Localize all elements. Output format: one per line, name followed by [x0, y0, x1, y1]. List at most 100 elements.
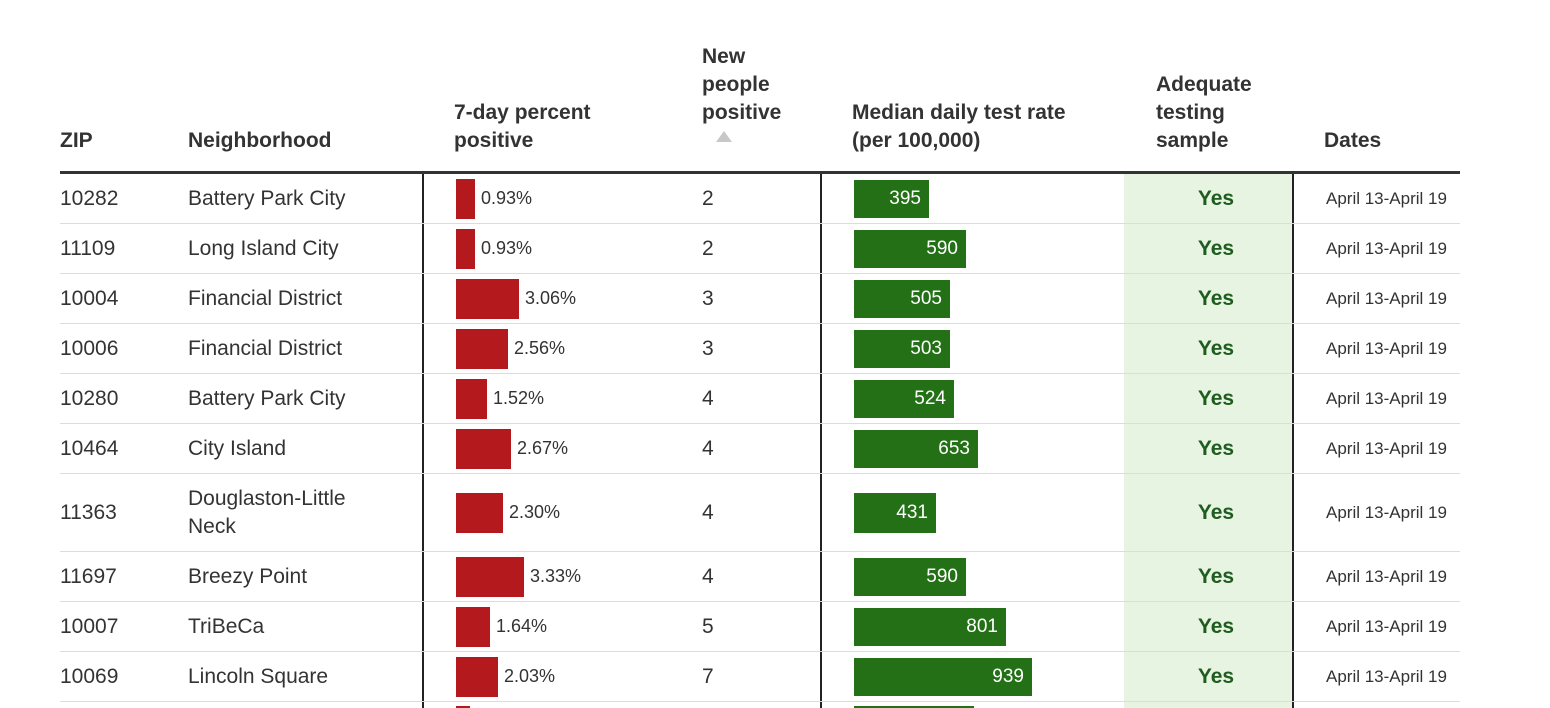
- zip-value: 10280: [60, 386, 119, 410]
- test-rate-bar: 590: [854, 557, 966, 596]
- zip-cell: 10282: [60, 174, 180, 223]
- zip-cell: 11697: [60, 552, 180, 601]
- adequate-sample-cell: Yes: [1156, 474, 1276, 551]
- neighborhood-value: TriBeCa: [188, 614, 265, 638]
- dates-cell: April 13-April 19: [1326, 324, 1466, 373]
- table-row[interactable]: 10069 Lincoln Square 2.03% 7 939 Yes April 13-…: [60, 652, 1460, 702]
- percent-positive-cell: 2.30%: [456, 474, 696, 551]
- table-row[interactable]: 10280 Battery Park City 1.52% 4 524 Yes April …: [60, 374, 1460, 424]
- header-test-rate[interactable]: Median daily test rate (per 100,000): [852, 99, 1066, 155]
- new-positive-value: 3: [702, 336, 714, 360]
- percent-positive-cell: 2.67%: [456, 424, 696, 473]
- header-zip[interactable]: ZIP: [60, 127, 93, 155]
- header-new-positive-line1: New: [702, 45, 746, 68]
- dates-cell: April 13-April 19: [1326, 224, 1466, 273]
- new-positive-value: 2: [702, 186, 714, 210]
- zip-value: 11697: [60, 564, 117, 588]
- test-rate-label: 505: [910, 287, 942, 309]
- percent-positive-bar: [456, 492, 503, 533]
- test-rate-cell: 939: [854, 652, 1114, 701]
- zip-cell: 10464: [60, 424, 180, 473]
- adequate-sample-cell: Yes: [1156, 324, 1276, 373]
- header-new-positive[interactable]: New people positive: [702, 43, 781, 127]
- new-positive-value: 4: [702, 436, 714, 460]
- test-rate-label: 503: [910, 337, 942, 359]
- new-positive-cell: 3: [702, 324, 762, 373]
- column-divider-percent: [422, 174, 424, 708]
- table-row[interactable]: 10006 Financial District 2.56% 3 503 Yes April…: [60, 324, 1460, 374]
- neighborhood-value: City Island: [188, 436, 287, 460]
- percent-positive-bar: [456, 178, 475, 219]
- adequate-sample-value: Yes: [1197, 564, 1235, 588]
- new-positive-value: 4: [702, 386, 714, 410]
- adequate-sample-cell: Yes: [1156, 602, 1276, 651]
- dates-value: April 13-April 19: [1326, 502, 1447, 522]
- neighborhood-value: Battery Park City: [188, 186, 346, 210]
- partial-percent-positive-bar: [456, 706, 470, 708]
- table-row[interactable]: 11363 Douglaston-Little Neck 2.30% 4 431 Yes A…: [60, 474, 1460, 552]
- percent-positive-label: 0.93%: [481, 188, 533, 208]
- percent-positive-cell: 2.56%: [456, 324, 696, 373]
- table-row[interactable]: 10007 TriBeCa 1.64% 5 801 Yes April 13-April 1…: [60, 602, 1460, 652]
- test-rate-cell: 503: [854, 324, 1114, 373]
- new-positive-value: 7: [702, 664, 714, 688]
- dates-cell: April 13-April 19: [1326, 552, 1466, 601]
- test-rate-cell: 505: [854, 274, 1114, 323]
- table-row[interactable]: 10004 Financial District 3.06% 3 505 Yes April…: [60, 274, 1460, 324]
- header-dates[interactable]: Dates: [1324, 127, 1381, 155]
- table-row[interactable]: 10282 Battery Park City 0.93% 2 395 Yes April …: [60, 174, 1460, 224]
- percent-positive-cell: 0.93%: [456, 224, 696, 273]
- header-percent-positive-line1: 7-day percent: [454, 101, 591, 124]
- test-rate-bar: 395: [854, 179, 929, 218]
- percent-positive-label: 3.06%: [525, 288, 577, 308]
- percent-positive-cell: 3.33%: [456, 552, 696, 601]
- neighborhood-value: Long Island City: [188, 236, 339, 260]
- dates-value: April 13-April 19: [1326, 188, 1447, 208]
- header-percent-positive[interactable]: 7-day percent positive: [454, 99, 591, 155]
- table-row[interactable]: 10464 City Island 2.67% 4 653 Yes April 13-Apr…: [60, 424, 1460, 474]
- new-positive-cell: 4: [702, 424, 762, 473]
- dates-cell: April 13-April 19: [1326, 174, 1466, 223]
- zip-cell: 10069: [60, 652, 180, 701]
- table-row[interactable]: 11697 Breezy Point 3.33% 4 590 Yes April 13-Ap…: [60, 552, 1460, 602]
- table-row[interactable]: 11109 Long Island City 0.93% 2 590 Yes April 1…: [60, 224, 1460, 274]
- dates-value: April 13-April 19: [1326, 288, 1447, 308]
- header-adequate-sample[interactable]: Adequate testing sample: [1156, 71, 1252, 155]
- dates-cell: April 13-April 19: [1326, 274, 1466, 323]
- dates-value: April 13-April 19: [1326, 438, 1447, 458]
- new-positive-cell: 2: [702, 174, 762, 223]
- percent-positive-label: 1.52%: [493, 388, 545, 408]
- test-rate-bar: 590: [854, 229, 966, 268]
- test-rate-cell: 653: [854, 424, 1114, 473]
- dates-value: April 13-April 19: [1326, 566, 1447, 586]
- test-rate-label: 801: [966, 615, 998, 637]
- column-divider-test-rate: [820, 174, 822, 708]
- zip-value: 10282: [60, 186, 119, 210]
- test-rate-bar: 939: [854, 657, 1032, 696]
- adequate-sample-value: Yes: [1197, 186, 1235, 210]
- header-adequate-line1: Adequate: [1156, 73, 1252, 96]
- percent-positive-bar: [456, 278, 519, 319]
- header-neighborhood[interactable]: Neighborhood: [188, 127, 331, 155]
- zip-cell: 10004: [60, 274, 180, 323]
- dates-value: April 13-April 19: [1326, 238, 1447, 258]
- test-rate-cell: 524: [854, 374, 1114, 423]
- adequate-sample-cell: Yes: [1156, 552, 1276, 601]
- header-zip-label: ZIP: [60, 129, 93, 152]
- neighborhood-value: Lincoln Square: [188, 664, 329, 688]
- dates-value: April 13-April 19: [1326, 666, 1447, 686]
- column-divider-dates: [1292, 174, 1294, 708]
- test-rate-cell: 431: [854, 474, 1114, 551]
- sort-ascending-icon[interactable]: [716, 131, 732, 142]
- dates-value: April 13-April 19: [1326, 338, 1447, 358]
- adequate-sample-value: Yes: [1197, 500, 1235, 524]
- neighborhood-cell: Breezy Point: [188, 552, 418, 601]
- percent-positive-bar: [456, 656, 498, 697]
- test-rate-bar: 431: [854, 492, 936, 533]
- test-rate-bar: 801: [854, 607, 1006, 646]
- neighborhood-cell: Financial District: [188, 324, 418, 373]
- percent-positive-label: 3.33%: [530, 566, 582, 586]
- header-neighborhood-label: Neighborhood: [188, 129, 332, 152]
- adequate-sample-value: Yes: [1197, 664, 1235, 688]
- dates-cell: April 13-April 19: [1326, 652, 1466, 701]
